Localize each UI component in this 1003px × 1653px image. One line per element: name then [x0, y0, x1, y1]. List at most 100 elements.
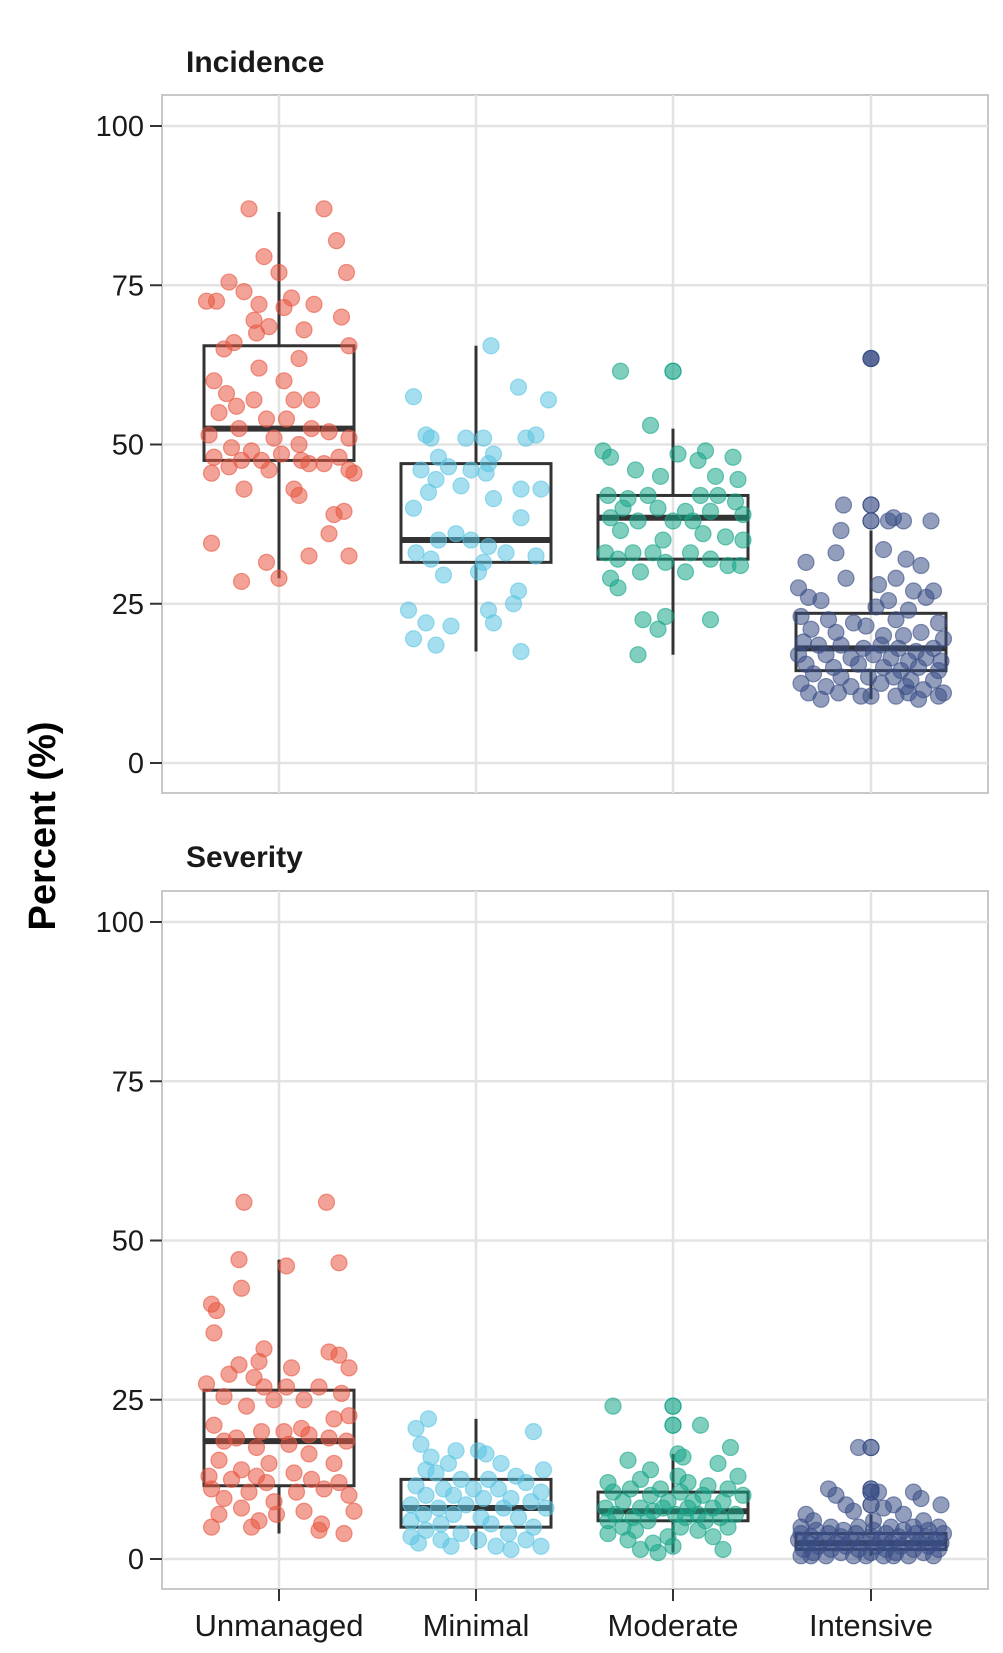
- data-point: [479, 537, 498, 556]
- data-point: [202, 534, 221, 552]
- data-point: [631, 563, 650, 581]
- data-point: [706, 467, 725, 485]
- data-point: [242, 1518, 261, 1536]
- data-point: [887, 569, 905, 587]
- data-point: [444, 1505, 463, 1524]
- data-point: [325, 1454, 343, 1473]
- data-point: [285, 1464, 303, 1482]
- data-point: [527, 547, 545, 565]
- data-point: [792, 607, 810, 626]
- data-point: [452, 477, 470, 495]
- data-point: [215, 1489, 233, 1508]
- points-intensive: [789, 349, 953, 708]
- data-point: [512, 509, 530, 527]
- data-point: [215, 1432, 233, 1450]
- data-point: [227, 397, 246, 415]
- data-point: [639, 486, 657, 505]
- data-point: [489, 1480, 508, 1498]
- data-point: [222, 439, 241, 457]
- data-point: [539, 391, 558, 409]
- data-point: [210, 1451, 228, 1469]
- data-point: [327, 232, 346, 250]
- data-point: [671, 1483, 690, 1501]
- data-point: [837, 569, 855, 587]
- data-point: [532, 1537, 550, 1555]
- data-point: [654, 531, 672, 549]
- data-point: [729, 470, 747, 489]
- data-point: [399, 601, 418, 619]
- data-point: [691, 1416, 710, 1434]
- y-tick-label: 25: [112, 1385, 144, 1417]
- data-point: [704, 1528, 722, 1546]
- data-point: [649, 499, 667, 517]
- data-point: [280, 1435, 298, 1453]
- data-point: [509, 1508, 528, 1527]
- data-point: [340, 1407, 358, 1425]
- y-tick-label: 25: [112, 589, 144, 621]
- data-point: [484, 490, 503, 508]
- data-point: [340, 547, 358, 565]
- data-point: [502, 1540, 520, 1559]
- data-point: [337, 263, 356, 282]
- data-point: [217, 384, 236, 403]
- data-point: [407, 1419, 425, 1438]
- data-point: [829, 684, 848, 702]
- data-point: [884, 509, 903, 527]
- data-point: [497, 544, 515, 562]
- data-point: [812, 591, 830, 610]
- data-point: [422, 429, 440, 447]
- data-point: [330, 1254, 348, 1272]
- data-point: [230, 1251, 248, 1269]
- data-point: [404, 499, 423, 517]
- data-point: [235, 480, 253, 498]
- points-unmanaged: [197, 200, 363, 591]
- data-point: [412, 1435, 430, 1453]
- data-point: [417, 614, 435, 632]
- data-point: [689, 1521, 707, 1539]
- data-point: [804, 665, 823, 683]
- data-point: [407, 544, 425, 562]
- data-point: [537, 1499, 555, 1517]
- data-point: [512, 480, 530, 498]
- data-point: [202, 1480, 221, 1498]
- data-point: [929, 687, 948, 705]
- data-point: [332, 1384, 351, 1402]
- outlier-point: [862, 496, 880, 514]
- data-point: [802, 1547, 820, 1565]
- data-point: [345, 1502, 363, 1520]
- data-point: [609, 579, 627, 597]
- data-point: [429, 531, 448, 549]
- data-point: [419, 483, 438, 501]
- data-point: [439, 458, 458, 476]
- data-point: [512, 642, 530, 661]
- data-point: [252, 1422, 271, 1441]
- data-point: [827, 544, 845, 562]
- points-intensive: [789, 1438, 953, 1565]
- data-point: [457, 1496, 475, 1514]
- data-point: [852, 687, 870, 705]
- data-point: [255, 247, 273, 266]
- data-point: [716, 528, 735, 546]
- data-point: [674, 1448, 692, 1466]
- data-point: [255, 1378, 273, 1396]
- data-point: [202, 1518, 221, 1536]
- data-point: [619, 1451, 637, 1469]
- data-point: [797, 553, 815, 571]
- data-point: [462, 461, 480, 479]
- data-point: [432, 1515, 450, 1533]
- data-point: [469, 1531, 488, 1549]
- data-point: [335, 502, 353, 520]
- data-point: [277, 1257, 296, 1275]
- data-point: [452, 1470, 470, 1488]
- data-point: [315, 200, 333, 218]
- data-point: [205, 1416, 223, 1434]
- data-point: [857, 617, 875, 635]
- data-point: [250, 359, 268, 377]
- x-tick-label-minimal: Minimal: [423, 1608, 530, 1643]
- data-point: [619, 1531, 637, 1549]
- data-point: [676, 563, 695, 581]
- data-point: [817, 646, 835, 664]
- data-point: [634, 611, 652, 629]
- data-point: [340, 1486, 358, 1504]
